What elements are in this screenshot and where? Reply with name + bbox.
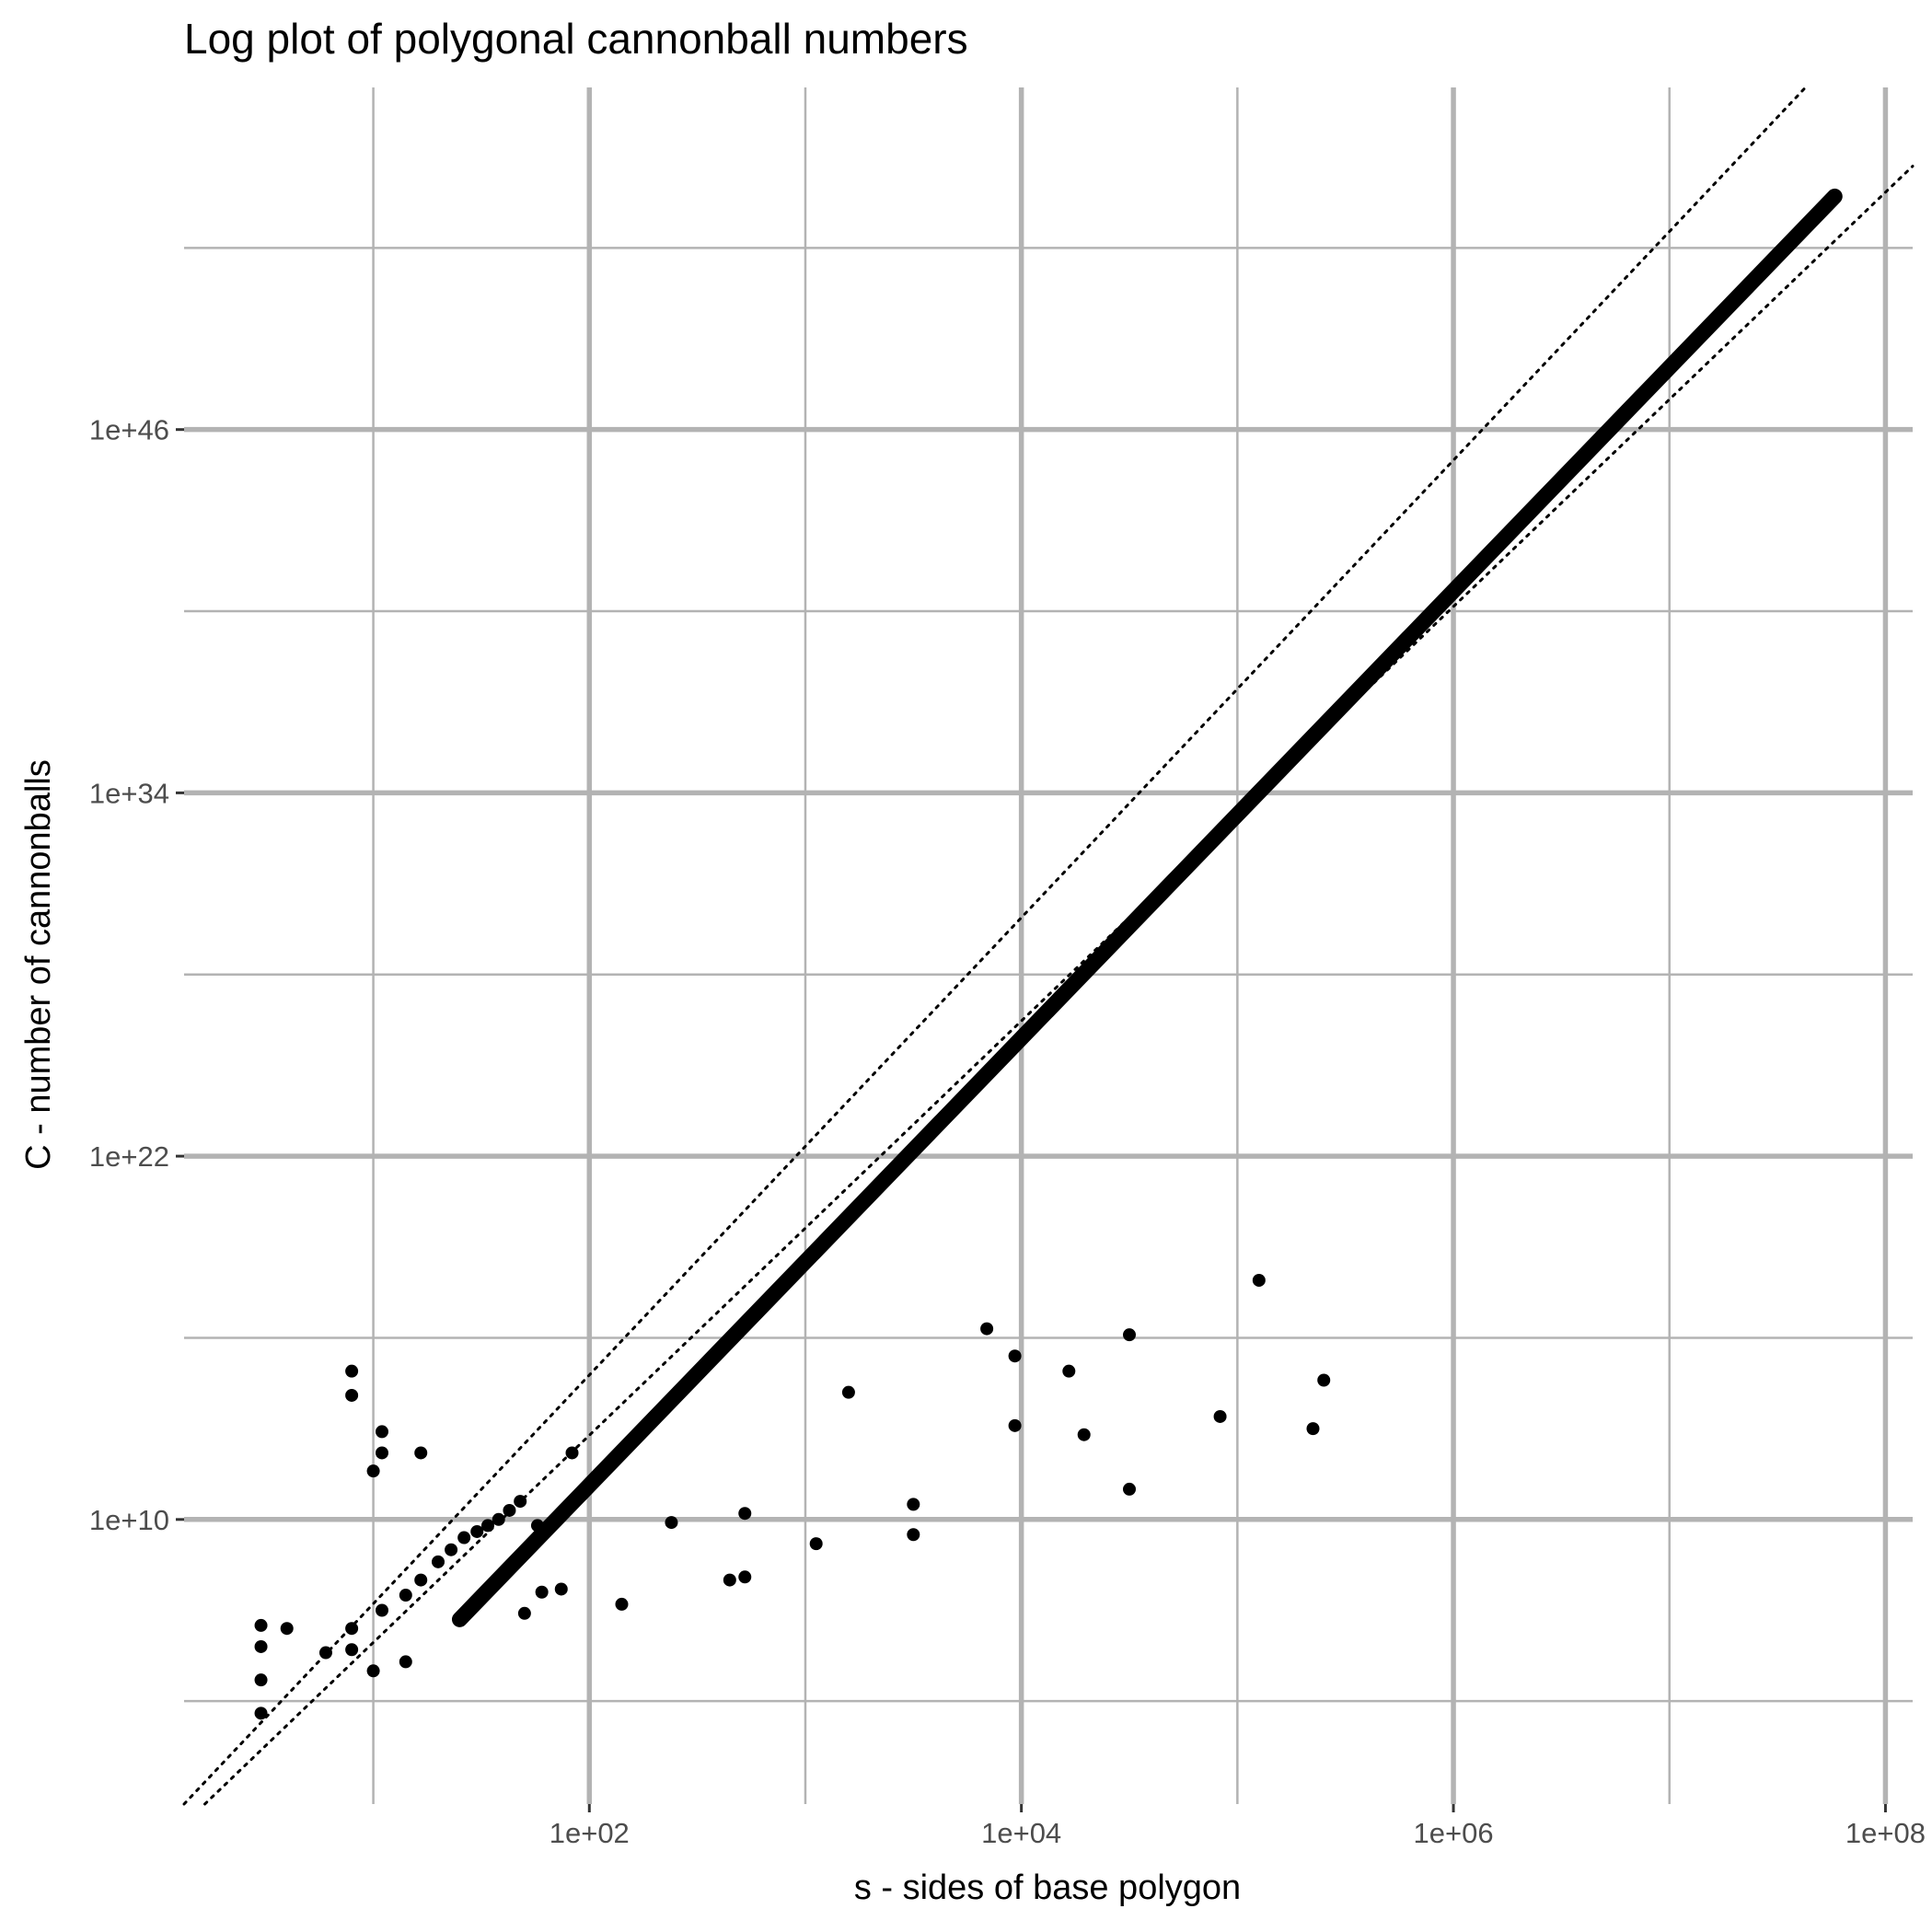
data-point [375,1425,388,1439]
chart-title: Log plot of polygonal cannonball numbers [184,15,968,63]
data-point [503,1503,516,1517]
data-point [738,1507,752,1521]
data-point [445,1543,458,1556]
data-point [470,1524,484,1538]
data-point [665,1516,678,1530]
data-point [480,1519,494,1533]
data-point [366,1664,380,1678]
x-axis-title: s - sides of base polygon [854,1868,1241,1907]
y-tick-label: 1e+34 [89,777,169,809]
data-point [530,1519,544,1533]
data-point [565,1446,579,1460]
data-point [809,1537,823,1551]
grid-lines [184,87,1913,1804]
main-curve [451,188,1843,1627]
data-point [841,1385,855,1399]
data-point [907,1528,920,1542]
data-point [431,1555,445,1568]
data-point [254,1673,268,1687]
data-point [375,1446,388,1460]
data-point [399,1655,412,1669]
data-point [723,1573,736,1587]
data-point [514,1495,527,1509]
data-point [366,1464,380,1478]
scatter-points [254,1273,1331,1720]
data-point [1062,1364,1076,1378]
reference-lines [182,86,1915,1806]
data-point [254,1706,268,1720]
x-tick-label: 1e+04 [981,1817,1061,1849]
x-tick-label: 1e+02 [550,1817,630,1849]
y-tick-label: 1e+10 [89,1504,169,1536]
y-tick-label: 1e+22 [89,1140,169,1173]
reference-line-2 [203,165,1915,1806]
data-point [1008,1349,1022,1363]
data-point [254,1618,268,1632]
data-point [399,1589,412,1602]
data-point [345,1364,359,1378]
data-point [1123,1482,1137,1496]
data-point [457,1531,471,1544]
reference-line-1 [182,86,1808,1806]
data-point [345,1622,359,1636]
data-point [907,1498,920,1511]
data-point [345,1388,359,1402]
data-point [492,1512,505,1526]
data-point [254,1639,268,1653]
data-point [1008,1418,1022,1432]
data-point [375,1603,388,1617]
data-point [738,1570,752,1584]
data-point [318,1646,332,1660]
data-point [414,1573,428,1587]
y-axis-title: C - number of cannonballs [19,759,58,1170]
data-point [980,1322,994,1336]
data-point [1252,1273,1266,1287]
data-point [615,1597,629,1611]
data-point [280,1622,294,1636]
data-point [414,1446,428,1460]
data-point [517,1606,531,1620]
data-point [1317,1373,1331,1387]
data-point [554,1582,568,1596]
x-tick-label: 1e+08 [1845,1817,1926,1849]
data-point [1306,1422,1320,1436]
y-tick-label: 1e+46 [89,414,169,446]
data-point [1123,1328,1137,1342]
x-tick-label: 1e+06 [1414,1817,1494,1849]
axis-ticks: 1e+02 1e+04 1e+06 1e+08 1e+10 1e+22 1e+34 1e+46 [89,414,1926,1849]
data-point [345,1643,359,1657]
data-point [1077,1428,1091,1441]
data-point [1213,1409,1227,1423]
main-curve-line [451,188,1843,1627]
data-point [535,1585,549,1599]
